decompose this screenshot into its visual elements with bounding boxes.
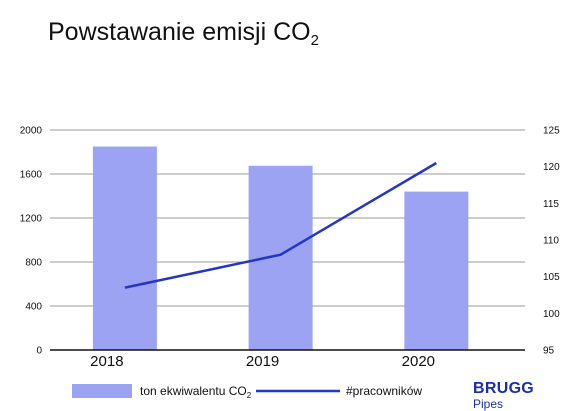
legend: ton ekwiwalentu CO2 #pracowników (72, 384, 422, 400)
right-tick-label: 100 (543, 309, 560, 320)
brand-logo: BRUGG Pipes (473, 380, 535, 411)
category-label: 2018 (90, 353, 123, 370)
right-tick-label: 115 (543, 199, 559, 210)
legend-label-line: #pracowników (346, 384, 422, 398)
line-series (124, 161, 437, 289)
left-tick-label: 800 (25, 258, 42, 269)
left-tick-label: 1600 (20, 170, 43, 181)
right-tick-label: 95 (543, 346, 555, 357)
category-label: 2020 (402, 353, 435, 370)
category-labels: 2018 2019 2020 (90, 353, 435, 370)
right-axis-ticks: 95 100 105 110 115 120 125 (543, 126, 560, 357)
left-tick-label: 0 (36, 346, 42, 357)
left-tick-label: 400 (25, 302, 42, 313)
series-line (124, 161, 437, 289)
bar (92, 146, 157, 350)
left-tick-label: 1200 (20, 214, 43, 225)
brand-sub: Pipes (473, 397, 504, 411)
left-axis-ticks: 0 400 800 1200 1600 2000 (20, 126, 43, 357)
bar (404, 191, 469, 350)
right-tick-label: 120 (543, 162, 560, 173)
right-tick-label: 125 (543, 126, 560, 137)
chart-title: Powstawanie emisji CO2 (48, 18, 319, 49)
brand-name: BRUGG (473, 380, 535, 397)
left-tick-label: 2000 (20, 126, 43, 137)
right-tick-label: 105 (543, 272, 560, 283)
legend-swatch-bar (72, 384, 132, 398)
right-tick-label: 110 (543, 236, 559, 247)
legend-label-bar: ton ekwiwalentu CO2 (140, 384, 252, 400)
category-label: 2019 (246, 353, 279, 370)
bar-series (92, 146, 469, 350)
bar (248, 165, 313, 350)
